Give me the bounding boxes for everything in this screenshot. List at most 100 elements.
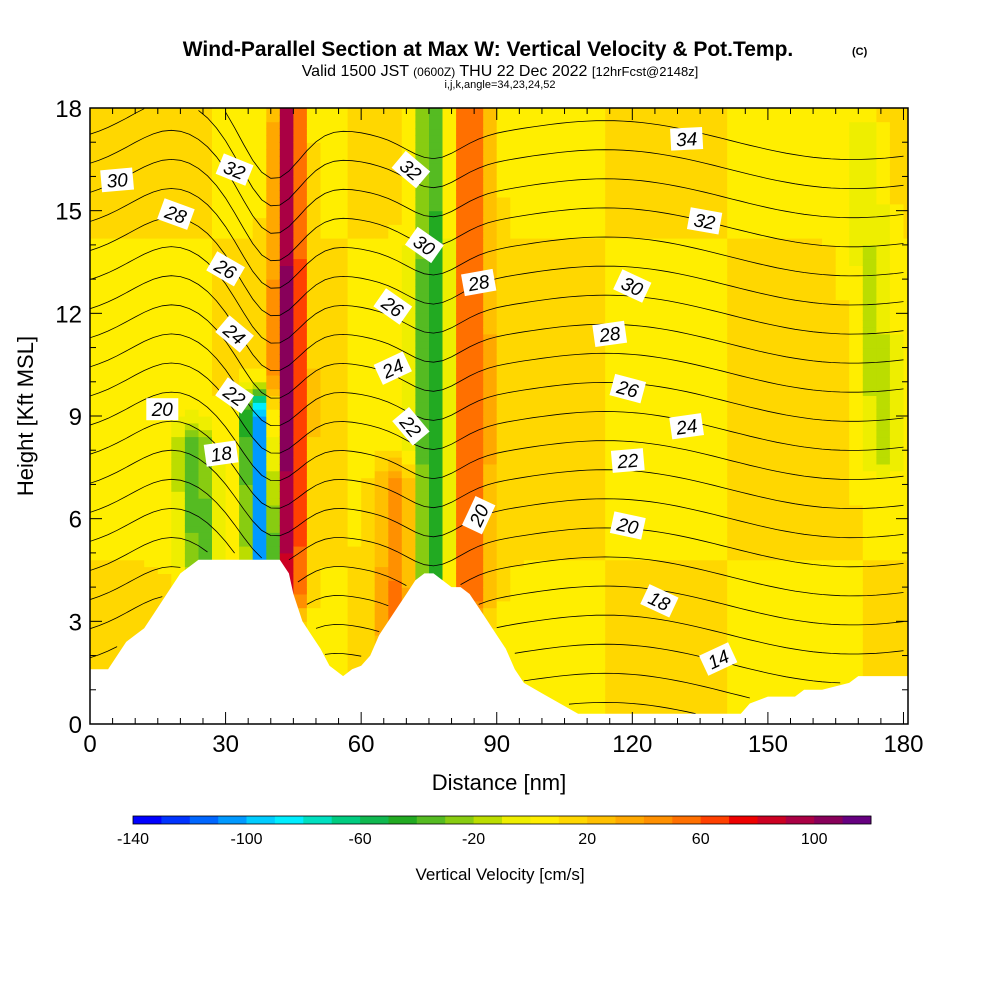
velocity-cell (469, 552, 484, 561)
velocity-cell (523, 108, 539, 116)
velocity-cell (795, 231, 810, 239)
velocity-cell (727, 662, 742, 670)
velocity-cell (564, 374, 579, 383)
velocity-cell (306, 203, 322, 212)
velocity-cell (523, 641, 539, 650)
velocity-cell (754, 511, 769, 520)
velocity-cell (483, 594, 498, 602)
velocity-cell (578, 621, 593, 629)
velocity-cell (157, 258, 172, 266)
velocity-cell (429, 320, 444, 328)
velocity-cell (700, 135, 715, 143)
velocity-cell (279, 381, 294, 390)
velocity-cell (795, 505, 810, 513)
velocity-cell (618, 703, 633, 711)
velocity-cell (347, 600, 362, 609)
velocity-cell (483, 224, 498, 232)
velocity-cell (198, 429, 213, 438)
velocity-cell (90, 539, 105, 547)
velocity-cell (727, 183, 742, 191)
velocity-cell (523, 525, 539, 533)
velocity-cell (659, 361, 674, 369)
velocity-cell (659, 162, 674, 171)
velocity-cell (537, 149, 552, 157)
velocity-cell (157, 121, 172, 130)
velocity-cell (551, 662, 566, 670)
velocity-cell (727, 580, 742, 588)
velocity-cell (415, 183, 430, 191)
velocity-cell (713, 696, 728, 704)
velocity-cell (456, 525, 471, 533)
velocity-cell (551, 320, 566, 328)
velocity-cell (808, 539, 823, 547)
velocity-cell (578, 703, 593, 711)
velocity-cell (306, 231, 322, 239)
velocity-cell (157, 429, 172, 438)
velocity-cell (279, 121, 294, 130)
velocity-cell (334, 108, 349, 116)
velocity-cell (795, 682, 810, 691)
velocity-cell (822, 594, 837, 602)
velocity-cell (361, 436, 376, 444)
velocity-cell (266, 450, 281, 458)
velocity-cell (401, 190, 416, 198)
velocity-cell (632, 176, 647, 184)
velocity-cell (374, 566, 389, 574)
velocity-cell (537, 559, 552, 568)
velocity-cell (808, 491, 823, 499)
velocity-cell (429, 203, 444, 212)
velocity-cell (361, 573, 376, 581)
velocity-cell (334, 463, 349, 472)
velocity-cell (212, 155, 227, 164)
velocity-cell (659, 238, 674, 246)
velocity-cell (700, 552, 715, 561)
velocity-cell (578, 463, 593, 472)
velocity-cell (700, 354, 715, 362)
velocity-cell (496, 149, 511, 157)
velocity-cell (144, 244, 159, 253)
velocity-cell (483, 210, 498, 219)
velocity-cell (117, 347, 132, 355)
velocity-cell (605, 176, 620, 184)
velocity-cell (496, 299, 511, 307)
velocity-cell (239, 142, 254, 150)
velocity-cell (401, 463, 416, 472)
velocity-cell (564, 155, 579, 164)
velocity-cell (401, 108, 416, 116)
velocity-cell (740, 142, 755, 150)
velocity-cell (415, 416, 430, 424)
velocity-cell (808, 210, 823, 219)
velocity-cell (686, 272, 701, 280)
velocity-cell (551, 696, 566, 704)
velocity-cell (334, 607, 349, 615)
velocity-cell (754, 333, 769, 342)
velocity-cell (523, 388, 539, 396)
velocity-cell (673, 292, 688, 301)
velocity-cell (320, 190, 335, 198)
velocity-cell (700, 484, 715, 492)
velocity-cell (795, 628, 810, 636)
velocity-cell (117, 587, 132, 595)
velocity-cell (266, 477, 281, 485)
velocity-cell (713, 258, 728, 266)
velocity-cell (727, 313, 742, 321)
velocity-cell (551, 354, 566, 362)
velocity-cell (103, 532, 118, 540)
velocity-cell (456, 347, 471, 355)
velocity-cell (605, 689, 620, 698)
velocity-cell (795, 429, 810, 438)
velocity-cell (713, 402, 728, 410)
velocity-cell (795, 450, 810, 458)
velocity-cell (686, 641, 701, 650)
velocity-cell (618, 409, 633, 417)
velocity-cell (320, 251, 335, 260)
velocity-cell (171, 258, 186, 266)
velocity-cell (266, 197, 281, 205)
velocity-cell (564, 381, 579, 390)
velocity-cell (266, 422, 281, 431)
velocity-cell (795, 190, 810, 198)
velocity-cell (822, 676, 837, 684)
velocity-cell (374, 313, 389, 321)
velocity-cell (469, 566, 484, 574)
velocity-cell (266, 546, 281, 554)
